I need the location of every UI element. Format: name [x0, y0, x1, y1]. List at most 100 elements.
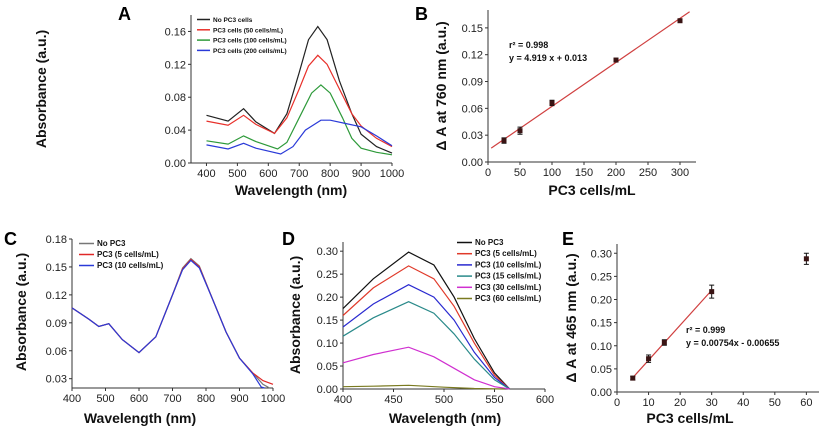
x-tick-label: 800: [321, 168, 339, 180]
panel-label-b: B: [415, 4, 428, 24]
x-tick-label: 100: [543, 167, 561, 179]
y-tick-label: 0.12: [462, 50, 483, 62]
series-line: [342, 284, 510, 390]
fit-annotation: y = 0.00754x - 0.00655: [686, 338, 779, 348]
x-tick-label: 700: [163, 393, 181, 405]
x-tick-label: 600: [259, 168, 277, 180]
x-tick-label: 1000: [380, 168, 404, 180]
series-line: [206, 54, 393, 148]
y-axis-title: Δ A at 465 nm (a.u.): [563, 253, 579, 382]
series-line: [342, 251, 511, 390]
y-tick-label: 0.20: [591, 295, 612, 307]
y-tick-label: 0.09: [462, 77, 483, 89]
legend-label: PC3 cells (100 cells/mL): [213, 38, 287, 45]
data-point: [677, 18, 683, 24]
x-tick-label: 30: [706, 397, 718, 409]
y-tick-label: 0.00: [165, 158, 186, 170]
y-tick-label: 0.00: [317, 384, 338, 396]
legend-label: PC3 (30 cells/mL): [475, 283, 542, 292]
series-line: [342, 265, 511, 390]
data-point: [661, 340, 667, 346]
x-axis-title: Wavelength (nm): [389, 410, 501, 426]
legend-label: No PC3: [97, 239, 126, 248]
fit-annotation: y = 4.919 x + 0.013: [509, 53, 587, 63]
legend-label: No PC3 cells: [213, 17, 253, 24]
y-tick-label: 0.12: [46, 290, 67, 302]
fit-annotation: r² = 0.998: [509, 40, 548, 50]
data-point: [549, 100, 555, 106]
series-line: [71, 258, 274, 385]
legend-label: PC3 (5 cells/mL): [475, 249, 537, 258]
data-point: [646, 356, 652, 362]
data-point: [709, 289, 715, 295]
x-tick-label: 600: [130, 393, 148, 405]
y-tick-label: 0.04: [165, 125, 186, 137]
x-tick-label: 550: [485, 394, 503, 406]
legend-label: PC3 (10 cells/mL): [475, 260, 542, 269]
data-point: [501, 138, 507, 144]
data-point: [517, 128, 523, 134]
x-tick-label: 900: [352, 168, 370, 180]
y-tick-label: 0.03: [46, 374, 67, 386]
x-axis-title: Wavelength (nm): [84, 410, 196, 426]
series-line: [206, 119, 393, 155]
fit-annotation: r² = 0.999: [686, 325, 725, 335]
x-tick-label: 400: [334, 394, 352, 406]
y-tick-label: 0.06: [462, 103, 483, 115]
y-tick-label: 0.18: [46, 234, 67, 246]
x-tick-label: 150: [575, 167, 593, 179]
y-tick-label: 0.15: [462, 23, 483, 35]
x-tick-label: 600: [536, 394, 554, 406]
data-point: [803, 256, 809, 262]
y-tick-label: 0.10: [317, 338, 338, 350]
x-tick-label: 500: [228, 168, 246, 180]
x-tick-label: 1000: [261, 393, 285, 405]
chart-panel-a: 400 500 600 700 800 900 1000 0.00 0.04 0.08 0.12 0.…: [33, 15, 404, 198]
panel-label-a: A: [118, 4, 131, 24]
y-tick-label: 0.09: [46, 318, 67, 330]
y-tick-label: 0.30: [591, 248, 612, 260]
series-line: [206, 84, 393, 156]
x-axis-title: Wavelength (nm): [235, 182, 347, 198]
y-tick-label: 0.03: [462, 130, 483, 142]
y-tick-label: 0.20: [317, 292, 338, 304]
y-tick-label: 0.12: [165, 59, 186, 71]
x-tick-label: 40: [737, 397, 749, 409]
x-tick-label: 50: [514, 167, 526, 179]
x-tick-label: 0: [485, 167, 491, 179]
y-axis-title: Δ A at 760 nm (a.u.): [433, 21, 449, 150]
x-tick-label: 400: [197, 168, 215, 180]
y-tick-label: 0.00: [591, 387, 612, 399]
series-line: [71, 257, 270, 389]
legend-label: PC3 cells (50 cells/mL): [213, 27, 283, 34]
y-tick-label: 0.05: [317, 361, 338, 373]
series-line: [71, 259, 265, 389]
x-tick-label: 450: [384, 394, 402, 406]
x-tick-label: 500: [96, 393, 114, 405]
x-tick-label: 300: [671, 167, 689, 179]
y-tick-label: 0.16: [165, 26, 186, 38]
legend-label: PC3 cells (200 cells/mL): [213, 48, 287, 55]
legend-label: PC3 (5 cells/mL): [97, 250, 159, 259]
series-line: [206, 25, 393, 154]
fit-line: [490, 11, 690, 149]
x-tick-label: 400: [63, 393, 81, 405]
y-tick-label: 0.25: [591, 271, 612, 283]
y-tick-label: 0.15: [591, 318, 612, 330]
panel-label-d: D: [282, 229, 295, 249]
x-tick-label: 250: [639, 167, 657, 179]
data-point: [613, 57, 619, 63]
x-axis-title: PC3 cells/mL: [646, 410, 734, 426]
x-tick-label: 800: [197, 393, 215, 405]
x-tick-label: 500: [435, 394, 453, 406]
legend-label: PC3 (10 cells/mL): [97, 261, 164, 270]
panel-label-c: C: [4, 229, 17, 249]
y-axis-title: Absorbance (a.u.): [287, 256, 303, 374]
y-tick-label: 0.30: [317, 246, 338, 258]
y-axis-title: Absorbance (a.u.): [13, 253, 29, 371]
y-tick-label: 0.00: [462, 157, 483, 169]
y-tick-label: 0.15: [46, 262, 67, 274]
legend-label: PC3 (15 cells/mL): [475, 272, 542, 281]
x-axis-title: PC3 cells/mL: [548, 182, 636, 198]
y-tick-label: 0.06: [46, 346, 67, 358]
